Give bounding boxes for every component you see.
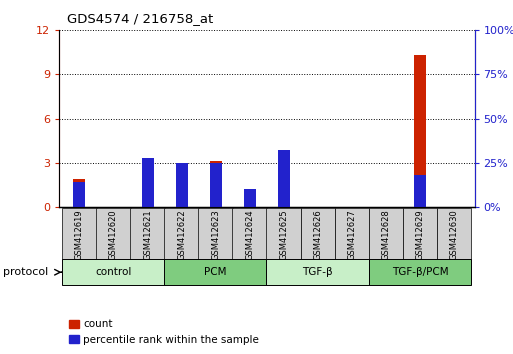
Text: GSM412626: GSM412626 — [313, 209, 322, 260]
Text: GSM412627: GSM412627 — [347, 209, 357, 260]
Bar — [301, 208, 335, 260]
Bar — [266, 259, 369, 285]
Bar — [164, 259, 267, 285]
Text: GDS4574 / 216758_at: GDS4574 / 216758_at — [67, 12, 213, 25]
Bar — [175, 183, 188, 207]
Bar — [175, 163, 188, 207]
Bar — [403, 208, 438, 260]
Bar — [414, 175, 426, 207]
Bar — [278, 150, 290, 207]
Bar — [210, 163, 222, 207]
Bar — [266, 208, 301, 260]
Bar — [142, 158, 153, 207]
Text: GSM412629: GSM412629 — [416, 209, 425, 260]
Bar — [130, 208, 165, 260]
Text: GSM412619: GSM412619 — [75, 209, 84, 260]
Text: protocol: protocol — [3, 267, 48, 277]
Bar — [199, 208, 233, 260]
Text: TGF-β/PCM: TGF-β/PCM — [392, 267, 448, 277]
Bar — [244, 189, 255, 207]
Text: GSM412624: GSM412624 — [245, 209, 254, 260]
Bar — [164, 208, 199, 260]
Bar — [232, 208, 267, 260]
Text: PCM: PCM — [204, 267, 227, 277]
Text: GSM412622: GSM412622 — [177, 209, 186, 260]
Bar — [437, 208, 471, 260]
Text: TGF-β: TGF-β — [303, 267, 333, 277]
Bar — [73, 182, 85, 207]
Bar — [334, 208, 369, 260]
Legend: count, percentile rank within the sample: count, percentile rank within the sample — [65, 315, 263, 349]
Text: GSM412621: GSM412621 — [143, 209, 152, 260]
Text: GSM412628: GSM412628 — [382, 209, 390, 260]
Text: GSM412630: GSM412630 — [449, 209, 459, 260]
Bar — [62, 208, 97, 260]
Text: control: control — [95, 267, 132, 277]
Bar — [142, 182, 153, 207]
Text: GSM412620: GSM412620 — [109, 209, 118, 260]
Bar — [369, 208, 403, 260]
Bar — [244, 200, 255, 207]
Bar — [369, 259, 471, 285]
Text: GSM412623: GSM412623 — [211, 209, 220, 260]
Bar — [62, 259, 165, 285]
Bar — [278, 166, 290, 207]
Bar — [96, 208, 131, 260]
Bar — [414, 55, 426, 207]
Text: GSM412625: GSM412625 — [279, 209, 288, 260]
Bar — [73, 179, 85, 207]
Bar — [210, 161, 222, 207]
